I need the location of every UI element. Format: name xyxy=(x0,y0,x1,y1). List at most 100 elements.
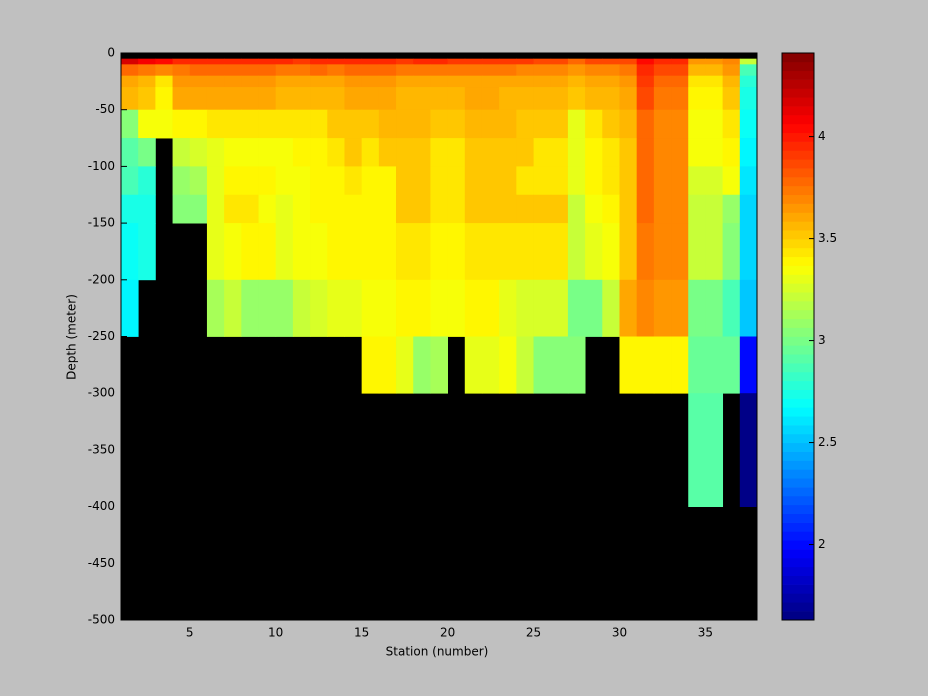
heatmap-cell xyxy=(413,109,431,139)
y-tick-label: -300 xyxy=(88,386,115,400)
heatmap-cell xyxy=(619,87,638,111)
heatmap-cell xyxy=(739,223,758,281)
heatmap-cell xyxy=(705,64,724,77)
heatmap-cell xyxy=(189,87,208,111)
heatmap-cell xyxy=(722,194,741,224)
heatmap-cell xyxy=(378,279,397,337)
heatmap-cell xyxy=(464,109,483,139)
heatmap-cell xyxy=(206,194,225,224)
heatmap-cell xyxy=(447,58,466,65)
heatmap-cell xyxy=(499,194,517,224)
colorbar-cell xyxy=(782,309,814,320)
colorbar-cell xyxy=(782,478,814,488)
heatmap-cell xyxy=(636,75,655,88)
heatmap-cell xyxy=(292,75,311,88)
heatmap-cell xyxy=(292,166,311,196)
heatmap-cell xyxy=(585,279,603,337)
colorbar-cell xyxy=(782,168,814,178)
heatmap-cell xyxy=(567,166,586,196)
heatmap-cell xyxy=(430,166,448,196)
heatmap-cell xyxy=(636,223,655,281)
heatmap-cell xyxy=(688,194,706,224)
heatmap-cell xyxy=(396,75,414,88)
heatmap-cell xyxy=(310,109,328,139)
heatmap-cell xyxy=(172,58,191,65)
heatmap-cell xyxy=(653,166,672,196)
heatmap-cell xyxy=(550,87,569,111)
heatmap-cell xyxy=(653,336,672,394)
colorbar-cell xyxy=(782,247,814,258)
heatmap-cell xyxy=(533,223,552,281)
colorbar-cell xyxy=(782,398,814,408)
plot-frame xyxy=(120,52,758,621)
heatmap-cell xyxy=(224,223,242,281)
heatmap-cell xyxy=(499,58,517,65)
heatmap-cell xyxy=(739,58,758,65)
heatmap-cell xyxy=(292,58,311,65)
heatmap-cell xyxy=(567,109,586,139)
y-tick-label: -150 xyxy=(88,216,115,230)
x-tick-label: 30 xyxy=(612,626,627,640)
colorbar-cell xyxy=(782,301,814,311)
heatmap-cell xyxy=(172,64,191,77)
heatmap-cell xyxy=(361,87,380,111)
heatmap-cell xyxy=(138,64,156,77)
heatmap-cell xyxy=(378,336,397,394)
heatmap-cell xyxy=(327,87,345,111)
y-tick-label: 0 xyxy=(107,46,115,60)
heatmap-cell xyxy=(739,279,758,337)
heatmap-cell xyxy=(292,194,311,224)
heatmap-cell xyxy=(464,75,483,88)
heatmap-cell xyxy=(739,393,758,507)
heatmap-cell xyxy=(310,194,328,224)
heatmap-cell xyxy=(585,223,603,281)
heatmap-cell xyxy=(636,336,655,394)
heatmap-cell xyxy=(447,138,466,167)
heatmap-cell xyxy=(327,64,345,77)
heatmap-cell xyxy=(344,223,363,281)
heatmap-cell xyxy=(619,138,638,167)
heatmap-cell xyxy=(241,138,259,167)
colorbar-cell xyxy=(782,460,814,470)
heatmap-cell xyxy=(516,166,534,196)
heatmap-cell xyxy=(224,87,242,111)
colorbar-cell xyxy=(782,230,814,240)
heatmap-cell xyxy=(671,194,689,224)
heatmap-cell xyxy=(327,194,345,224)
heatmap-cell xyxy=(739,138,758,167)
heatmap-cell xyxy=(121,75,139,88)
heatmap-cell xyxy=(327,223,345,281)
colorbar-cell xyxy=(782,425,814,435)
heatmap-cell xyxy=(533,279,552,337)
colorbar-cell xyxy=(782,487,814,497)
heatmap-cell xyxy=(447,166,466,196)
colorbar-cell xyxy=(782,495,814,506)
heatmap-cell xyxy=(275,279,294,337)
heatmap-cell xyxy=(292,87,311,111)
heatmap-cell xyxy=(138,194,156,224)
heatmap-cell xyxy=(292,223,311,281)
colorbar-cell xyxy=(782,354,814,364)
heatmap-cell xyxy=(189,64,208,77)
heatmap-cell xyxy=(361,336,380,394)
heatmap-cell xyxy=(602,194,620,224)
heatmap-cell xyxy=(430,58,448,65)
heatmap-cell xyxy=(705,279,724,337)
y-axis-label: Depth (meter) xyxy=(65,294,79,380)
heatmap-cell xyxy=(722,64,741,77)
heatmap-cell xyxy=(447,109,466,139)
heatmap-cell xyxy=(413,279,431,337)
heatmap-cell xyxy=(533,64,552,77)
y-tick-label: -350 xyxy=(88,442,115,456)
heatmap-cell xyxy=(464,194,483,224)
heatmap-cell xyxy=(722,166,741,196)
colorbar-cell xyxy=(782,389,814,399)
heatmap-cell xyxy=(550,58,569,65)
heatmap-cell xyxy=(636,64,655,77)
heatmap-cell xyxy=(361,75,380,88)
heatmap-cell xyxy=(396,279,414,337)
colorbar-cell xyxy=(782,53,814,63)
heatmap-cell xyxy=(430,87,448,111)
heatmap-cell xyxy=(121,194,139,224)
